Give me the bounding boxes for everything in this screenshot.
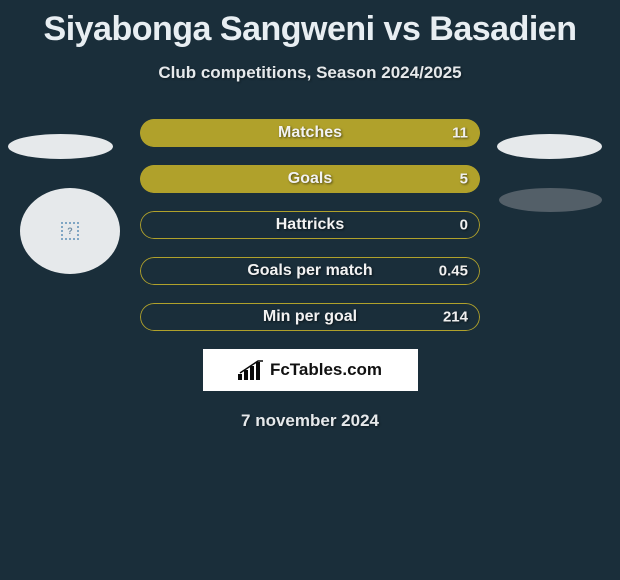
comparison-chart: Matches11 Goals5 Hattricks0 Goals per match… — [0, 119, 620, 431]
stat-row: Matches11 — [140, 119, 480, 147]
page-title: Siyabonga Sangweni vs Basadien — [0, 10, 620, 49]
stat-bar-outline — [140, 257, 480, 285]
stat-value: 11 — [452, 125, 468, 142]
stat-row: Min per goal214 — [140, 303, 480, 331]
stat-row: Goals5 — [140, 165, 480, 193]
subtitle: Club competitions, Season 2024/2025 — [0, 63, 620, 83]
stat-value: 214 — [443, 309, 468, 326]
brand-bars-icon — [238, 360, 264, 380]
brand-box: FcTables.com — [203, 349, 418, 391]
stat-value: 0.45 — [439, 263, 468, 280]
stat-bar-outline — [140, 211, 480, 239]
stat-label: Hattricks — [140, 216, 480, 234]
stat-bar-fill — [140, 119, 480, 147]
date-line: 7 november 2024 — [0, 411, 620, 431]
stat-value: 5 — [460, 171, 468, 188]
stat-bar-fill — [140, 165, 480, 193]
stat-label: Min per goal — [140, 308, 480, 326]
stat-row: Hattricks0 — [140, 211, 480, 239]
stat-value: 0 — [460, 217, 468, 234]
brand-text: FcTables.com — [270, 360, 382, 380]
stat-bar-outline — [140, 303, 480, 331]
stat-row: Goals per match0.45 — [140, 257, 480, 285]
stat-label: Goals per match — [140, 262, 480, 280]
